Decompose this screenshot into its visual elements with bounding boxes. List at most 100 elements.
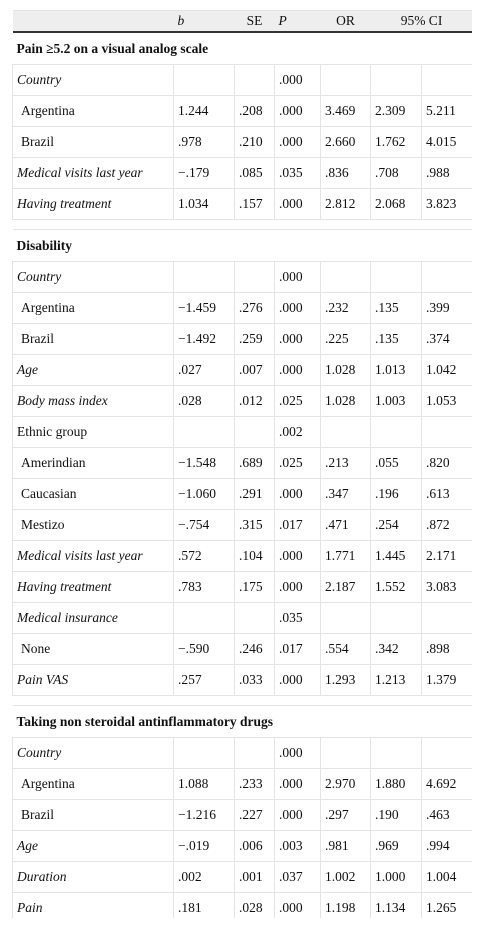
value-cell: 1.042 <box>421 354 472 386</box>
value-cell: .025 <box>274 385 321 417</box>
data-row: Brazil −1.492.259.000.225.135.374 <box>12 323 472 355</box>
value-cell: .025 <box>274 447 321 479</box>
value-cell: .254 <box>370 509 422 541</box>
row-label: Argentina <box>12 768 174 800</box>
data-row: Medical insurance .035 <box>12 602 472 634</box>
value-cell: .001 <box>234 861 275 893</box>
empty-cell <box>421 64 472 96</box>
row-label: None <box>12 633 174 665</box>
value-cell: 1.003 <box>370 385 422 417</box>
value-cell: 1.244 <box>173 95 235 127</box>
empty-cell <box>234 64 275 96</box>
value-cell: .175 <box>234 571 275 603</box>
value-cell: .783 <box>173 571 235 603</box>
value-cell: .190 <box>370 799 422 831</box>
row-label: Pain VAS <box>12 664 174 696</box>
row-label: Age <box>12 354 174 386</box>
value-cell: 1.293 <box>320 664 371 696</box>
empty-cell <box>421 416 472 448</box>
value-cell: .104 <box>234 540 275 572</box>
value-cell: .210 <box>234 126 275 158</box>
value-cell: .135 <box>370 323 422 355</box>
value-cell: 3.083 <box>421 571 472 603</box>
column-header: OR <box>320 10 371 33</box>
data-row: Caucasian −1.060.291.000.347.196.613 <box>12 478 472 510</box>
value-cell: 1.762 <box>370 126 422 158</box>
row-label: Having treatment <box>12 188 174 220</box>
value-cell: 1.088 <box>173 768 235 800</box>
value-cell: .000 <box>274 571 321 603</box>
row-label: Country <box>12 64 174 96</box>
table-body: Pain ≥5.2 on a visual analog scale Countr… <box>12 31 472 918</box>
value-cell: 1.013 <box>370 354 422 386</box>
value-cell: .000 <box>274 354 321 386</box>
value-cell: .969 <box>370 830 422 862</box>
empty-cell <box>320 737 371 769</box>
row-label: Having treatment <box>12 571 174 603</box>
value-cell: .027 <box>173 354 235 386</box>
value-cell: .233 <box>234 768 275 800</box>
empty-cell <box>370 261 422 293</box>
value-cell: .000 <box>274 95 321 127</box>
value-cell: .257 <box>173 664 235 696</box>
empty-cell <box>320 64 371 96</box>
data-row: Having treatment 1.034.157.000 2.812 2.068 3… <box>12 188 472 220</box>
empty-cell <box>234 416 275 448</box>
row-label: Brazil <box>12 126 174 158</box>
value-cell: 1.028 <box>320 354 371 386</box>
value-cell: .836 <box>320 157 371 189</box>
row-label: Country <box>12 261 174 293</box>
value-cell: 1.379 <box>421 664 472 696</box>
value-cell: .342 <box>370 633 422 665</box>
row-label: Country <box>12 737 174 769</box>
data-row: Country .000 <box>12 64 472 96</box>
value-cell: .374 <box>421 323 472 355</box>
spacer-row <box>12 695 472 706</box>
value-cell: .315 <box>234 509 275 541</box>
value-cell: .035 <box>274 602 321 634</box>
value-cell: .872 <box>421 509 472 541</box>
value-cell: .017 <box>274 633 321 665</box>
value-cell: .037 <box>274 861 321 893</box>
value-cell: .000 <box>274 64 321 96</box>
value-cell: .000 <box>274 768 321 800</box>
data-row: Ethnic group .002 <box>12 416 472 448</box>
value-cell: 1.134 <box>370 892 422 918</box>
row-label: Age <box>12 830 174 862</box>
value-cell: .135 <box>370 292 422 324</box>
data-row: Pain VAS .257.033.000 1.293 1.213 1.379 <box>12 664 472 696</box>
table-header: b SE P OR 95% CI <box>12 10 472 33</box>
value-cell: .227 <box>234 799 275 831</box>
value-cell: .820 <box>421 447 472 479</box>
empty-cell <box>173 737 235 769</box>
spacer-cell <box>12 219 472 230</box>
value-cell: .898 <box>421 633 472 665</box>
value-cell: .002 <box>173 861 235 893</box>
value-cell: .157 <box>234 188 275 220</box>
value-cell: .003 <box>274 830 321 862</box>
value-cell: .708 <box>370 157 422 189</box>
value-cell: 1.004 <box>421 861 472 893</box>
spacer-cell <box>12 695 472 706</box>
value-cell: 1.552 <box>370 571 422 603</box>
empty-cell <box>173 416 235 448</box>
header-row: b SE P OR 95% CI <box>12 10 472 33</box>
value-cell: .291 <box>234 478 275 510</box>
value-cell: −1.060 <box>173 478 235 510</box>
value-cell: .000 <box>274 188 321 220</box>
value-cell: .000 <box>274 261 321 293</box>
value-cell: .259 <box>234 323 275 355</box>
value-cell: 1.000 <box>370 861 422 893</box>
value-cell: .000 <box>274 323 321 355</box>
row-label: Pain <box>12 892 174 918</box>
value-cell: .000 <box>274 799 321 831</box>
row-label: Brazil <box>12 799 174 831</box>
row-label: Duration <box>12 861 174 893</box>
data-row: Argentina 1.244.208.000 3.469 2.309 5.211 <box>12 95 472 127</box>
value-cell: 1.880 <box>370 768 422 800</box>
value-cell: −1.492 <box>173 323 235 355</box>
value-cell: .028 <box>234 892 275 918</box>
value-cell: .276 <box>234 292 275 324</box>
empty-cell <box>320 602 371 634</box>
